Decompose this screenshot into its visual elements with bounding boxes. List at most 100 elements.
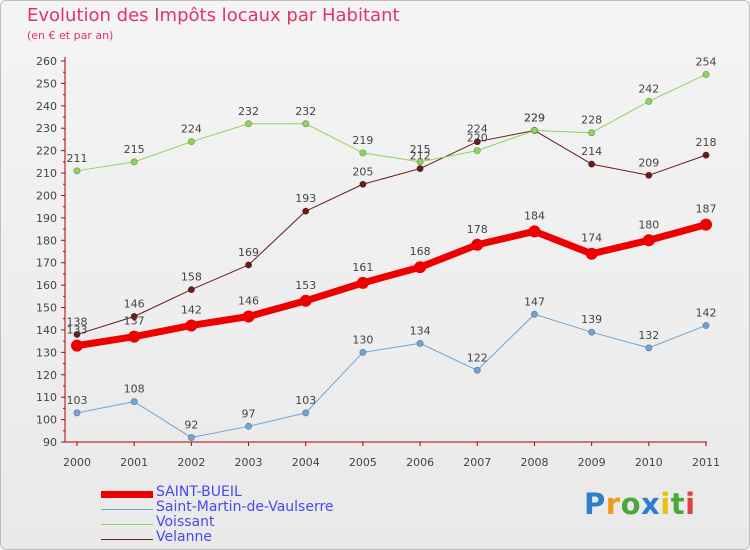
data-point xyxy=(245,422,253,430)
data-point xyxy=(588,129,596,137)
data-label: 224 xyxy=(181,123,202,136)
data-point xyxy=(642,234,655,247)
data-label: 224 xyxy=(467,123,488,136)
data-label: 184 xyxy=(524,209,545,222)
data-point xyxy=(73,167,81,175)
legend-swatch xyxy=(101,523,153,525)
data-label: 209 xyxy=(638,156,659,169)
y-tick-label: 140 xyxy=(36,324,57,337)
data-point xyxy=(528,225,541,238)
x-tick-label: 2000 xyxy=(63,456,91,469)
data-label: 174 xyxy=(581,232,602,245)
y-tick-label: 100 xyxy=(36,414,57,427)
data-label: 142 xyxy=(696,306,717,319)
x-tick-label: 2005 xyxy=(349,456,377,469)
logo-letter: o xyxy=(620,487,642,521)
data-point xyxy=(242,310,255,323)
data-label: 122 xyxy=(467,351,488,364)
data-point xyxy=(130,398,138,406)
series-Saint-Martin-de-Vaulserre: 103 108 92 97 103 130 134 122 147 139 132 142 xyxy=(67,295,717,442)
proxiti-logo: Proxiti xyxy=(584,487,696,521)
data-label: 168 xyxy=(410,245,431,258)
y-tick-label: 190 xyxy=(36,212,57,225)
x-tick-label: 2011 xyxy=(692,456,720,469)
data-point xyxy=(187,138,195,146)
data-label: 229 xyxy=(524,111,545,124)
logo-letter: i xyxy=(660,487,671,521)
x-tick-label: 2008 xyxy=(520,456,548,469)
y-tick-label: 200 xyxy=(36,189,57,202)
data-point xyxy=(73,409,81,417)
data-label: 220 xyxy=(467,132,488,145)
data-label: 147 xyxy=(524,295,545,308)
data-label: 132 xyxy=(638,329,659,342)
y-tick-label: 240 xyxy=(36,100,57,113)
data-point xyxy=(302,207,310,215)
data-point xyxy=(473,147,481,155)
data-label: 158 xyxy=(181,271,202,284)
series-line xyxy=(76,129,707,335)
data-label: 242 xyxy=(638,82,659,95)
data-point xyxy=(359,348,367,356)
data-point xyxy=(130,312,138,320)
data-label: 103 xyxy=(295,394,316,407)
data-label: 146 xyxy=(124,297,145,310)
data-label: 212 xyxy=(410,150,431,163)
series-line xyxy=(76,313,707,439)
data-point xyxy=(130,158,138,166)
x-tick-label: 2006 xyxy=(406,456,434,469)
data-label: 205 xyxy=(352,165,373,178)
data-label: 187 xyxy=(696,203,717,216)
data-label: 215 xyxy=(410,143,431,156)
legend-label: Velanne xyxy=(156,529,212,545)
data-point xyxy=(416,339,424,347)
data-label: 215 xyxy=(124,143,145,156)
data-point xyxy=(245,120,253,128)
data-point xyxy=(356,276,369,289)
data-point xyxy=(128,330,141,343)
data-point xyxy=(473,366,481,374)
data-point xyxy=(359,180,367,188)
data-point xyxy=(471,238,484,251)
data-label: 219 xyxy=(352,134,373,147)
series-line xyxy=(73,221,710,350)
y-tick-label: 130 xyxy=(36,346,57,359)
data-label: 254 xyxy=(696,55,717,68)
chart-title: Evolution des Impôts locaux par Habitant xyxy=(27,5,400,26)
logo-letter: x xyxy=(641,487,661,521)
data-label: 134 xyxy=(410,324,431,337)
data-point xyxy=(187,434,195,442)
data-point xyxy=(702,321,710,329)
logo-letter: t xyxy=(670,487,686,521)
logo-letter: P xyxy=(584,487,606,521)
data-label: 139 xyxy=(581,313,602,326)
x-tick-label: 2007 xyxy=(463,456,491,469)
y-tick-label: 120 xyxy=(36,369,57,382)
data-label: 232 xyxy=(238,105,259,118)
x-tick-label: 2004 xyxy=(292,456,320,469)
series-SAINT-BUEIL: 133 137 142 146 153 161 168 178 184 174 180 187 xyxy=(67,203,717,352)
legend-swatch xyxy=(101,538,153,540)
data-label: 228 xyxy=(581,114,602,127)
data-point xyxy=(414,261,427,274)
data-label: 178 xyxy=(467,223,488,236)
data-label: 153 xyxy=(295,279,316,292)
data-point xyxy=(299,294,312,307)
data-label: 138 xyxy=(67,315,88,328)
y-tick-label: 180 xyxy=(36,234,57,247)
legend-label: SAINT-BUEIL xyxy=(156,484,242,500)
data-label: 218 xyxy=(696,136,717,149)
x-tick-label: 2002 xyxy=(177,456,205,469)
data-point xyxy=(702,70,710,78)
logo-letter: i xyxy=(685,487,696,521)
data-point xyxy=(416,158,424,166)
data-point xyxy=(588,160,596,168)
data-point xyxy=(73,330,81,338)
logo-letter: r xyxy=(605,487,621,521)
data-label: 214 xyxy=(581,145,602,158)
y-tick-label: 150 xyxy=(36,302,57,315)
data-label: 232 xyxy=(295,105,316,118)
x-tick-label: 2010 xyxy=(635,456,663,469)
